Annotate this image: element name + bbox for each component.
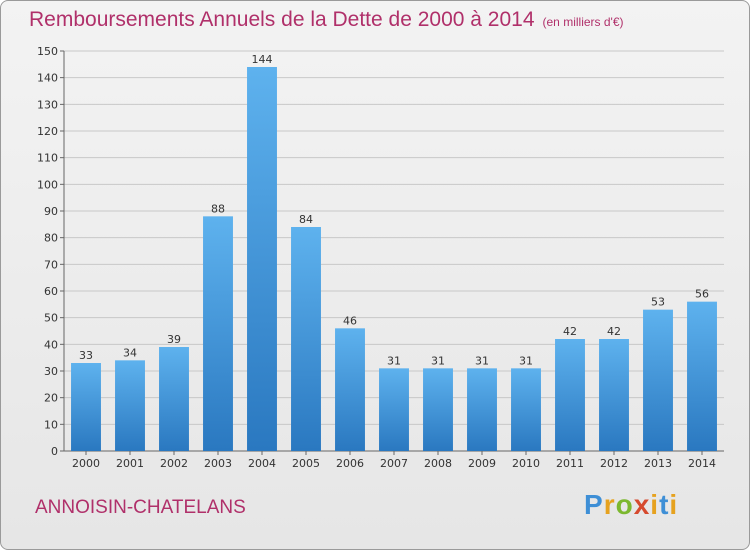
x-tick-label: 2004 — [248, 457, 276, 470]
bar — [335, 328, 365, 451]
bar — [467, 368, 497, 451]
bar-value-label: 31 — [519, 354, 533, 367]
bar — [511, 368, 541, 451]
x-tick-label: 2000 — [72, 457, 100, 470]
bar — [643, 309, 673, 451]
bar — [687, 301, 717, 451]
y-tick-label: 150 — [37, 45, 58, 58]
y-tick-label: 120 — [37, 125, 58, 138]
bar-value-label: 144 — [252, 53, 273, 66]
x-tick-label: 2010 — [512, 457, 540, 470]
y-tick-label: 130 — [37, 98, 58, 111]
x-tick-label: 2001 — [116, 457, 144, 470]
bar — [203, 216, 233, 451]
bar-value-label: 34 — [123, 346, 137, 359]
bar — [423, 368, 453, 451]
proxiti-logo: Proxiti — [584, 489, 679, 520]
x-tick-label: 2007 — [380, 457, 408, 470]
chart-title-block: Remboursements Annuels de la Dette de 20… — [29, 8, 624, 32]
commune-name: ANNOISIN-CHATELANS — [35, 497, 246, 518]
bar-value-label: 33 — [79, 349, 93, 362]
y-tick-label: 60 — [44, 285, 58, 298]
bar-chart: 0 10 20 30 40 50 60 70 80 90 100 110 120 130 140 150 200… — [37, 45, 724, 470]
bar-value-label: 31 — [431, 354, 445, 367]
bar — [555, 339, 585, 451]
bar-value-label: 88 — [211, 202, 225, 215]
bar — [71, 363, 101, 451]
y-tick-label: 90 — [44, 205, 58, 218]
bar — [379, 368, 409, 451]
x-tick-label: 2012 — [600, 457, 628, 470]
x-tick-label: 2009 — [468, 457, 496, 470]
bar-value-label: 42 — [607, 325, 621, 338]
x-tick-label: 2008 — [424, 457, 452, 470]
chart-subtitle: (en milliers d'€) — [542, 15, 624, 29]
y-tick-label: 110 — [37, 152, 58, 165]
bars: 33 34 39 88 144 84 46 31 31 31 31 42 42 53 56 — [71, 53, 717, 451]
y-tick-label: 140 — [37, 72, 58, 85]
x-tick-label: 2006 — [336, 457, 364, 470]
bar — [291, 227, 321, 451]
y-tick-label: 20 — [44, 392, 58, 405]
bar-value-label: 39 — [167, 333, 181, 346]
bar-value-label: 31 — [387, 354, 401, 367]
x-tick-label: 2005 — [292, 457, 320, 470]
bar — [247, 67, 277, 451]
y-tick-label: 40 — [44, 338, 58, 351]
y-tick-label: 80 — [44, 232, 58, 245]
bar-value-label: 31 — [475, 354, 489, 367]
bar-value-label: 46 — [343, 314, 357, 327]
y-tick-label: 50 — [44, 312, 58, 325]
y-tick-label: 100 — [37, 178, 58, 191]
bar — [115, 360, 145, 451]
x-tick-label: 2013 — [644, 457, 672, 470]
bar-value-label: 53 — [651, 296, 665, 309]
chart-title: Remboursements Annuels de la Dette de 20… — [29, 8, 535, 31]
bar-value-label: 56 — [695, 288, 709, 301]
bar — [599, 339, 629, 451]
x-tick-label: 2002 — [160, 457, 188, 470]
y-tick-label: 10 — [44, 418, 58, 431]
x-tick-label: 2011 — [556, 457, 584, 470]
bar-value-label: 84 — [299, 213, 313, 226]
x-tick-label: 2003 — [204, 457, 232, 470]
bar-value-label: 42 — [563, 325, 577, 338]
y-tick-label: 0 — [51, 445, 58, 458]
bar — [159, 347, 189, 451]
y-tick-label: 30 — [44, 365, 58, 378]
y-tick-label: 70 — [44, 258, 58, 271]
x-tick-label: 2014 — [688, 457, 716, 470]
